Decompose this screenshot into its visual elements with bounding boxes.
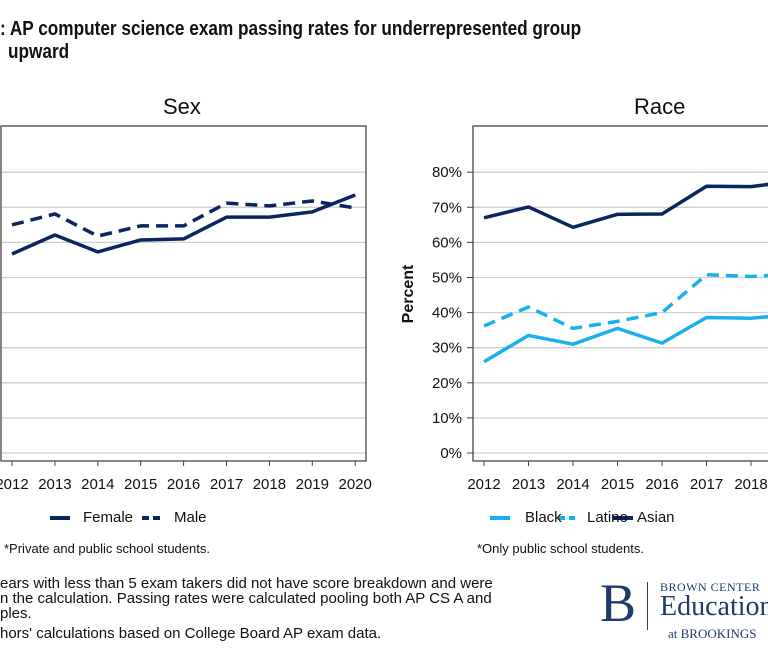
x-tick-label-race: 2014 — [556, 476, 589, 493]
y-tick-label: 80% — [432, 164, 462, 181]
panel-title-sex: Sex — [163, 94, 201, 119]
legend-label-latino: Latino — [587, 509, 628, 526]
footnote-source: hors' calculations based on College Boar… — [0, 625, 382, 642]
legend-label-male: Male — [174, 509, 207, 526]
plot-frame-sex — [0, 125, 367, 462]
x-tick-label-race: 2018 — [734, 476, 767, 493]
x-tick-label-sex: 2018 — [253, 476, 286, 493]
panel-title-race: Race — [634, 94, 686, 119]
x-tick-label-sex: 2017 — [210, 476, 243, 493]
x-tick-label-race: 2016 — [645, 476, 678, 493]
x-tick-label-race: 2017 — [690, 476, 723, 493]
y-tick-label: 50% — [432, 270, 462, 287]
plot-frame-race — [472, 125, 768, 462]
y-axis-label: Percent — [400, 264, 417, 323]
chart-title-line1: : AP computer science exam passing rates… — [0, 18, 582, 40]
y-tick-label: 20% — [432, 375, 462, 392]
x-tick-label-race: 2012 — [467, 476, 500, 493]
logo-divider — [647, 582, 648, 630]
x-tick-label-sex: 2013 — [38, 476, 71, 493]
x-tick-label-sex: 2016 — [167, 476, 200, 493]
legend-label-female: Female — [83, 509, 134, 526]
series-line-latino — [483, 272, 768, 331]
footnote-line-3: ples. — [0, 605, 32, 622]
note-race: *Only public school students. — [477, 541, 644, 556]
brown-center-logo: B BROWN CENTER Education at BROOKINGS — [600, 573, 768, 641]
chart-title-line2: upward — [8, 41, 70, 63]
logo-line3: at BROOKINGS — [668, 626, 757, 641]
y-tick-label: 0% — [440, 445, 462, 462]
series-line-asian — [483, 182, 768, 230]
y-tick-label: 40% — [432, 305, 462, 322]
y-tick-label: 10% — [432, 410, 462, 427]
x-tick-label-sex: 2019 — [296, 476, 329, 493]
note-sex: *Private and public school students. — [4, 541, 210, 556]
logo-letter: B — [600, 573, 637, 633]
x-tick-label-sex: 2014 — [81, 476, 114, 493]
x-tick-label-race: 2015 — [601, 476, 634, 493]
y-tick-label: 30% — [432, 340, 462, 357]
x-tick-label-sex: 2012 — [0, 476, 29, 493]
x-tick-label-sex: 2015 — [124, 476, 157, 493]
series-line-male — [11, 199, 356, 238]
footnote-line-2: n the calculation. Passing rates were ca… — [0, 590, 492, 607]
y-tick-label: 70% — [432, 199, 462, 216]
y-tick-label: 60% — [432, 234, 462, 251]
logo-line1: BROWN CENTER — [660, 580, 761, 594]
x-tick-label-sex: 2020 — [339, 476, 372, 493]
legend-label-black: Black — [525, 509, 562, 526]
logo-line2: Education — [660, 591, 768, 622]
legend-label-asian: Asian — [637, 509, 675, 526]
footnote-line-1: ears with less than 5 exam takers did no… — [0, 575, 493, 592]
series-line-black — [483, 314, 768, 364]
x-tick-label-race: 2013 — [512, 476, 545, 493]
